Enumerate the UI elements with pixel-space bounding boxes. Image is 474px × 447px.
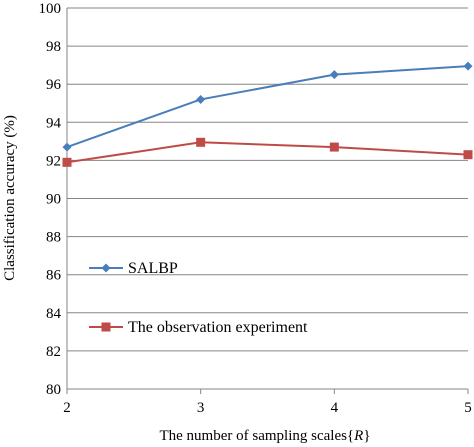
legend: SALBP The observation experiment (89, 260, 308, 336)
x-tick-label: 3 (197, 400, 205, 416)
x-tick-labels: 2 3 4 5 (63, 389, 472, 416)
x-tick-label: 4 (331, 400, 339, 416)
y-tick-label: 100 (39, 1, 62, 17)
y-tick-label: 94 (46, 115, 62, 131)
y-tick-label: 90 (46, 192, 61, 208)
series-1 (62, 61, 473, 152)
y-tick-label: 82 (46, 344, 61, 360)
y-tick-label: 80 (46, 382, 61, 398)
x-axis-title: The number of sampling scales{R} (159, 428, 370, 444)
data-point (329, 142, 339, 152)
y-tick-labels: 80 82 84 86 88 90 92 94 96 98 100 (39, 1, 62, 398)
legend-label: SALBP (128, 260, 178, 277)
series-group (62, 61, 473, 167)
y-tick-label: 92 (46, 153, 61, 169)
series-line (66, 141, 469, 164)
plot-frame (66, 8, 468, 390)
x-tick-label: 2 (63, 400, 71, 416)
data-point (463, 150, 473, 160)
y-tick-label: 84 (46, 306, 62, 322)
y-tick-label: 88 (46, 230, 61, 246)
legend-label: The observation experiment (128, 319, 308, 336)
legend-item-2: The observation experiment (89, 319, 308, 336)
y-tick-label: 96 (46, 77, 62, 93)
legend-marker (101, 263, 111, 273)
series-2 (62, 137, 473, 167)
data-point (62, 142, 72, 152)
data-point (463, 61, 473, 71)
legend-marker (101, 322, 111, 332)
data-point (196, 137, 206, 147)
x-tick-label: 5 (464, 400, 472, 416)
y-tick-label: 98 (46, 39, 61, 55)
data-point (196, 94, 206, 104)
series-line (66, 65, 469, 149)
data-point (329, 70, 339, 80)
y-tick-label: 86 (46, 268, 62, 284)
data-point (62, 157, 72, 167)
legend-item-1: SALBP (89, 260, 178, 277)
y-axis-title: Classification accuracy (%) (2, 115, 18, 281)
gridlines (67, 7, 468, 352)
